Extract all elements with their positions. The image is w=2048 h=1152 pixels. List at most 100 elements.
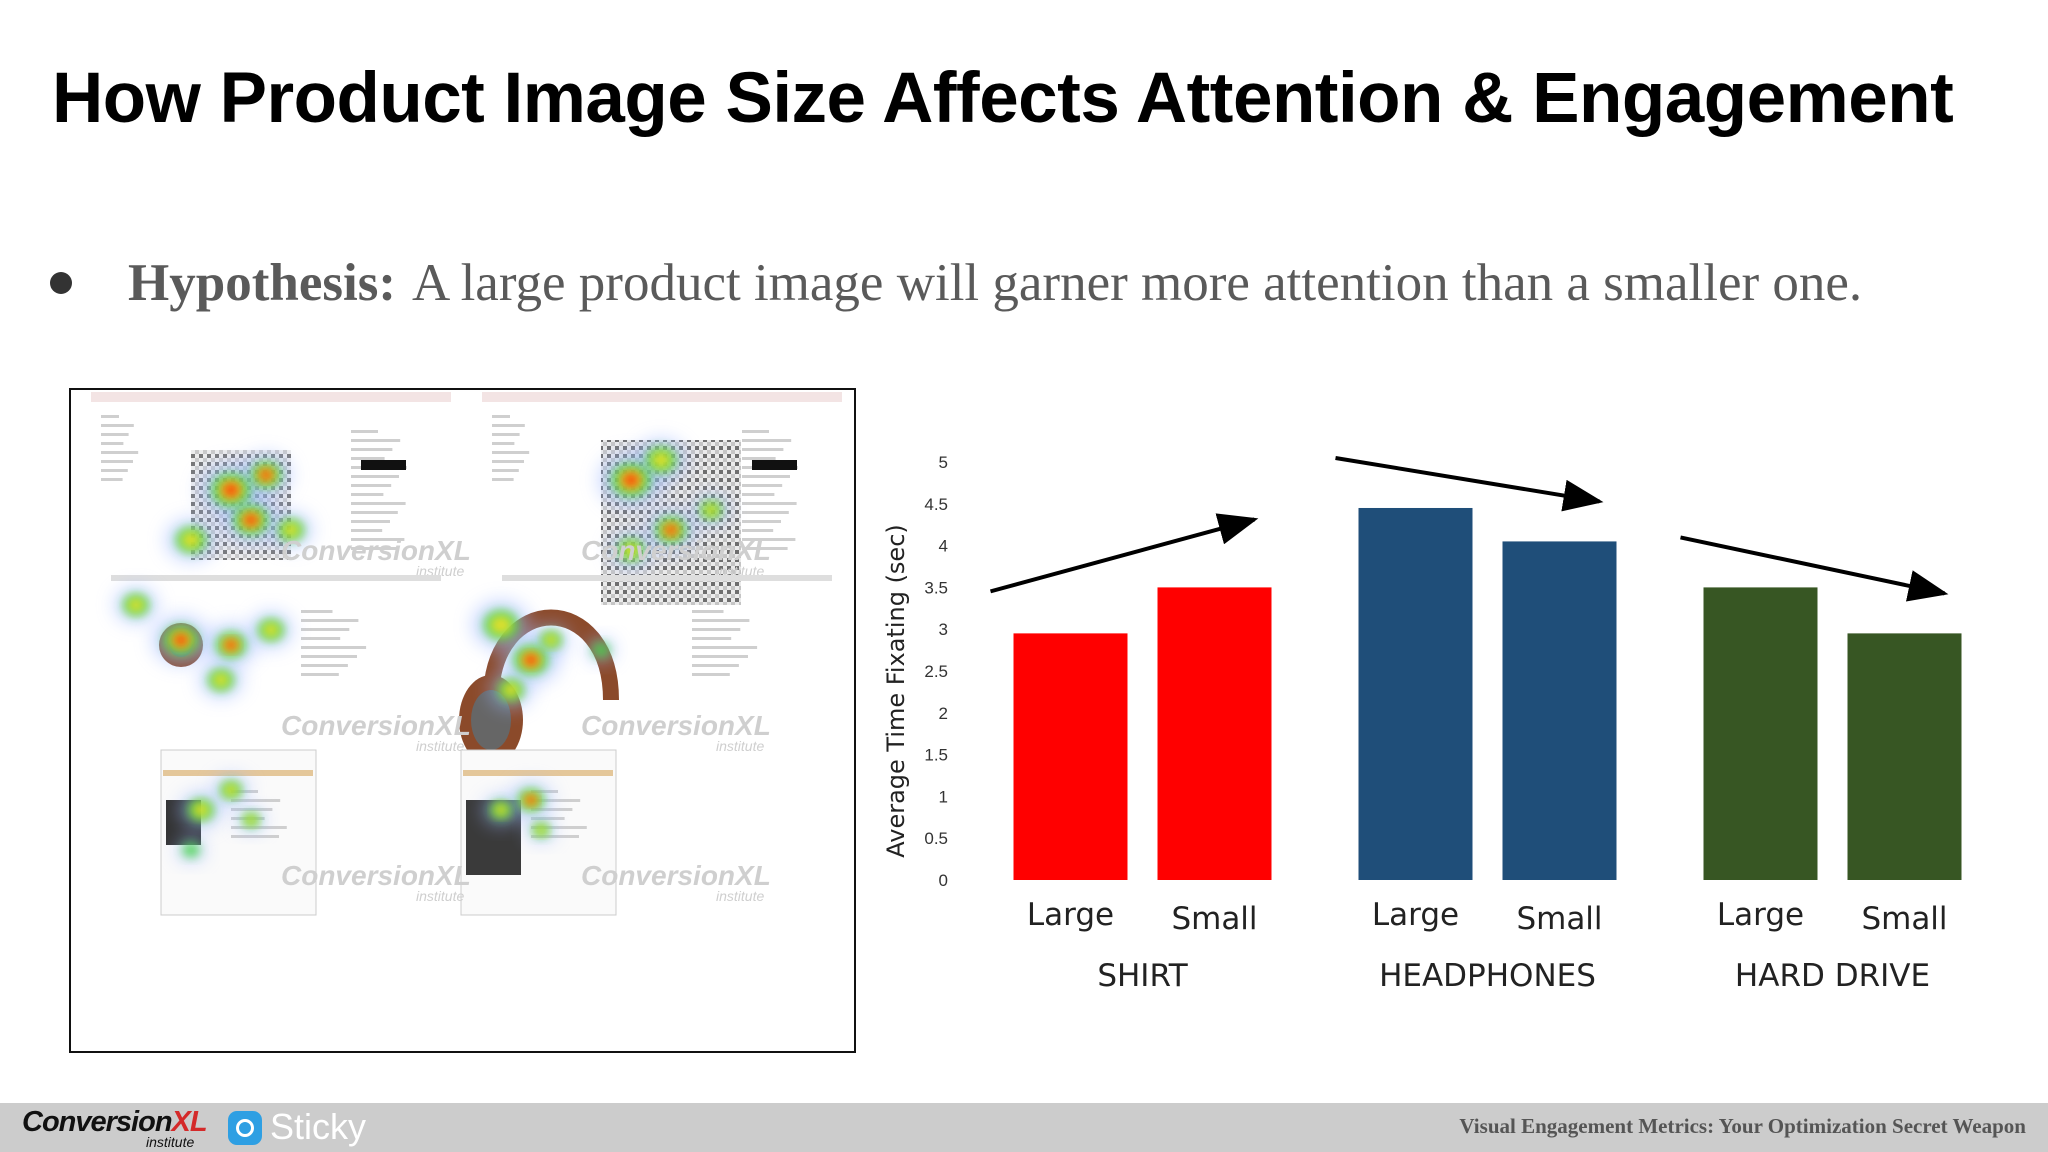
page-text-line <box>492 424 525 427</box>
page-nav-strip <box>463 770 613 776</box>
heat-spot <box>489 615 513 635</box>
heat-spot <box>224 784 238 796</box>
watermark-text: ConversionXL <box>281 535 471 566</box>
heat-spot <box>622 473 640 487</box>
watermark-sub-text: institute <box>416 738 464 754</box>
page-nav-strip <box>163 770 313 776</box>
page-text-line <box>492 478 514 481</box>
hypothesis-text: A large product image will garner more a… <box>411 254 1863 312</box>
logo-institute-text: institute <box>146 1134 195 1150</box>
y-tick-label: 1.5 <box>924 746 948 765</box>
page-text-line <box>351 538 405 541</box>
page-text-line <box>742 439 792 442</box>
y-tick-label: 0.5 <box>924 829 948 848</box>
page-buy-button <box>752 460 797 470</box>
page-text-line <box>492 469 519 472</box>
page-text-line <box>742 529 774 532</box>
y-tick-label: 3 <box>939 620 948 639</box>
page-text-line <box>692 637 732 640</box>
bullet-dot-icon <box>50 272 72 294</box>
heat-spot <box>212 672 230 688</box>
heat-spot <box>259 469 273 481</box>
heat-spot <box>245 815 257 825</box>
page-text-line <box>531 826 587 829</box>
y-tick-label: 2 <box>939 704 948 723</box>
page-text-line <box>492 451 530 454</box>
watermark-text: ConversionXL <box>281 710 471 741</box>
bar-headphones-small <box>1502 541 1617 880</box>
sticky-logo-icon <box>228 1111 262 1145</box>
page-text-line <box>492 415 510 418</box>
bar-category-label: Small <box>1171 901 1257 937</box>
group-label: HEADPHONES <box>1379 958 1596 994</box>
page-text-line <box>101 415 119 418</box>
page-text-line <box>101 433 129 436</box>
conversionxl-logo: ConversionXL <box>22 1106 208 1139</box>
page-text-line <box>101 460 133 463</box>
page-text-line <box>301 637 341 640</box>
page-text-line <box>742 538 796 541</box>
page-text-line <box>351 430 378 433</box>
trend-arrow <box>1335 456 1604 512</box>
y-tick-label: 4 <box>939 537 948 556</box>
trend-arrow <box>989 513 1259 594</box>
page-text-line <box>692 628 741 631</box>
page-text-line <box>351 547 397 550</box>
y-tick-label: 0 <box>939 871 948 890</box>
heat-spot <box>262 622 280 638</box>
presentation-title: Visual Engagement Metrics: Your Optimiza… <box>1459 1114 2026 1138</box>
heat-spot <box>664 524 678 536</box>
heat-spot <box>651 451 671 469</box>
y-axis-label: Average Time Fixating (sec) <box>882 524 910 858</box>
footer-bar: ConversionXL institute Sticky Visual Eng… <box>0 1103 2048 1152</box>
heat-spot <box>704 504 718 516</box>
y-tick-label: 3.5 <box>924 578 948 597</box>
page-text-line <box>101 469 128 472</box>
y-tick-label: 2.5 <box>924 662 948 681</box>
slide-title: How Product Image Size Affects Attention… <box>52 59 1954 138</box>
y-tick-label: 4.5 <box>924 495 948 514</box>
page-text-line <box>492 442 515 445</box>
page-buy-button <box>361 460 406 470</box>
page-text-line <box>101 442 124 445</box>
page-text-line <box>301 628 350 631</box>
chart-canvas: 0 0.5 1 1.5 2 2.5 3 3.5 4 4.5 5 Average Time Fixati… <box>882 453 1962 994</box>
bar-category-label: Large <box>1027 897 1114 933</box>
bar-category-label: Small <box>1516 901 1602 937</box>
heat-spot <box>622 542 640 558</box>
hypothesis-label: Hypothesis: <box>128 254 396 312</box>
bar-category-label: Large <box>1372 897 1459 933</box>
heatmap-comparison-image: ConversionXL institute ConversionXL institu… <box>69 388 856 1053</box>
heat-spot <box>523 653 539 667</box>
page-text-line <box>692 610 724 613</box>
page-text-line <box>101 424 134 427</box>
group-label: HARD DRIVE <box>1735 958 1930 994</box>
heat-spot <box>544 634 558 646</box>
page-text-line <box>742 493 775 496</box>
page-text-line <box>692 646 758 649</box>
bar-headphones-large <box>1358 507 1473 880</box>
heat-spot <box>181 531 201 549</box>
sticky-logo-text: Sticky <box>270 1106 367 1147</box>
bar-category-label: Small <box>1861 901 1947 937</box>
page-text-line <box>531 835 579 838</box>
heat-spot <box>173 633 189 647</box>
page-text-line <box>742 511 789 514</box>
watermark-text: ConversionXL <box>281 860 471 891</box>
watermark-sub-text: institute <box>416 888 464 904</box>
page-text-line <box>101 478 123 481</box>
heat-spot <box>502 682 520 698</box>
page-text-line <box>301 646 367 649</box>
page-text-line <box>692 673 730 676</box>
watermark-sub-text: institute <box>716 888 764 904</box>
page-text-line <box>742 475 790 478</box>
y-tick-label: 1 <box>939 787 948 806</box>
heat-spot <box>127 597 145 613</box>
heat-spot <box>222 483 240 497</box>
page-text-line <box>742 430 769 433</box>
page-text-line <box>531 808 573 811</box>
logo-conversion-text: Conversion <box>22 1106 173 1138</box>
page-text-line <box>742 502 797 505</box>
watermark-text: ConversionXL <box>581 710 771 741</box>
bar-category-label: Large <box>1717 897 1804 933</box>
